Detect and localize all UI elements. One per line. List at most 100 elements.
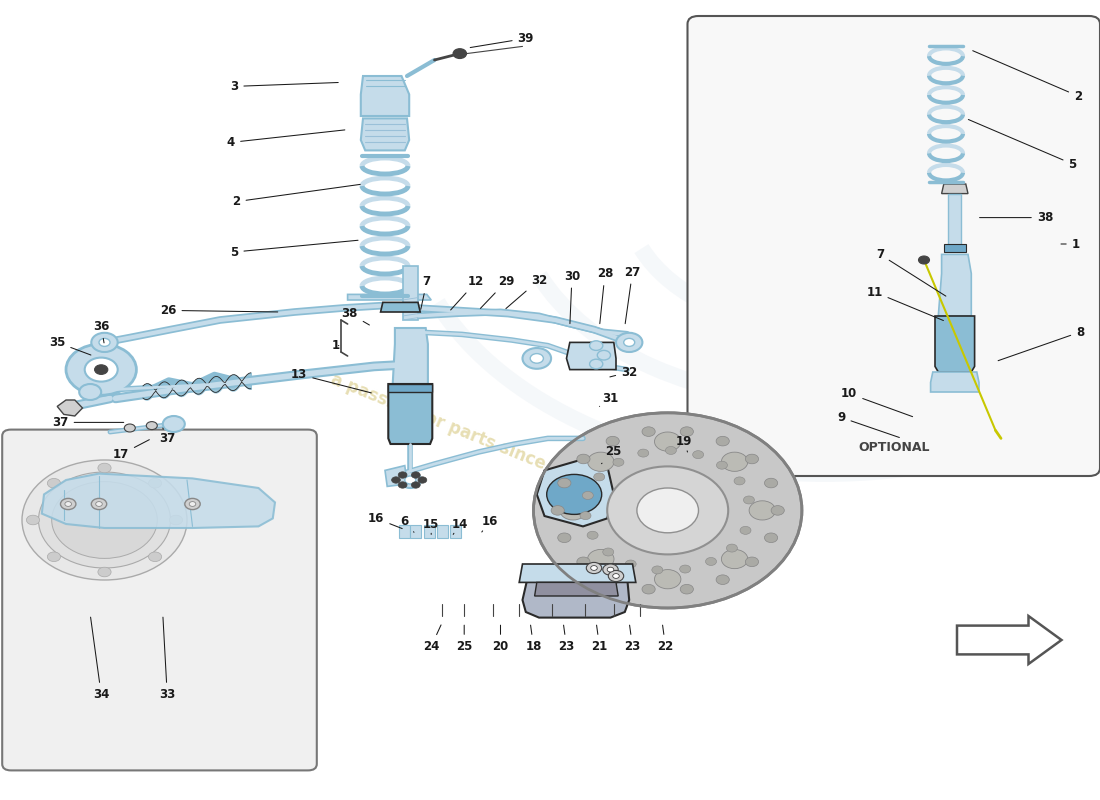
Circle shape <box>749 501 775 520</box>
Polygon shape <box>938 254 971 316</box>
Polygon shape <box>381 302 420 312</box>
Circle shape <box>405 476 416 484</box>
Text: 6: 6 <box>400 515 414 532</box>
Circle shape <box>693 450 704 458</box>
Text: 38: 38 <box>342 307 370 325</box>
Circle shape <box>764 533 778 542</box>
Circle shape <box>96 502 102 506</box>
Circle shape <box>606 436 619 446</box>
Polygon shape <box>522 576 629 618</box>
Circle shape <box>98 567 111 577</box>
Circle shape <box>744 496 755 504</box>
Circle shape <box>169 515 183 525</box>
Circle shape <box>95 365 108 374</box>
Circle shape <box>722 452 748 471</box>
Text: 2: 2 <box>232 184 360 208</box>
Circle shape <box>606 575 619 585</box>
Circle shape <box>613 574 619 578</box>
Circle shape <box>652 566 663 574</box>
Circle shape <box>47 478 60 488</box>
Circle shape <box>587 531 598 539</box>
Circle shape <box>590 359 603 369</box>
Polygon shape <box>566 342 616 370</box>
Text: 3: 3 <box>230 80 338 93</box>
Polygon shape <box>537 458 614 526</box>
Circle shape <box>85 358 118 382</box>
Text: 38: 38 <box>980 211 1053 224</box>
Polygon shape <box>393 328 428 384</box>
Circle shape <box>597 350 611 360</box>
Circle shape <box>654 570 681 589</box>
Circle shape <box>624 338 635 346</box>
Bar <box>424 525 434 538</box>
Text: 1: 1 <box>1062 238 1080 250</box>
Circle shape <box>148 552 162 562</box>
Text: 34: 34 <box>90 617 109 701</box>
Circle shape <box>607 567 614 572</box>
Text: 4: 4 <box>227 130 344 149</box>
Text: 5: 5 <box>230 240 358 258</box>
Polygon shape <box>42 474 275 528</box>
Circle shape <box>726 544 737 552</box>
Text: 33: 33 <box>160 617 175 701</box>
Text: 11: 11 <box>867 286 944 321</box>
Circle shape <box>771 506 784 515</box>
Text: 12: 12 <box>451 275 484 310</box>
Circle shape <box>52 482 157 558</box>
Text: 23: 23 <box>559 625 574 653</box>
Circle shape <box>79 384 101 400</box>
Bar <box>399 525 410 538</box>
Circle shape <box>185 498 200 510</box>
Circle shape <box>411 472 420 478</box>
Circle shape <box>625 560 636 568</box>
Bar <box>410 525 421 538</box>
Circle shape <box>716 436 729 446</box>
Circle shape <box>590 341 603 350</box>
Circle shape <box>99 338 110 346</box>
Circle shape <box>534 413 802 608</box>
Circle shape <box>576 557 590 566</box>
Circle shape <box>60 498 76 510</box>
Polygon shape <box>935 316 975 372</box>
Circle shape <box>580 512 591 520</box>
Circle shape <box>453 49 466 58</box>
Polygon shape <box>942 184 968 194</box>
Circle shape <box>411 482 420 488</box>
Circle shape <box>587 550 614 569</box>
Text: 22: 22 <box>658 625 673 653</box>
Circle shape <box>603 548 614 556</box>
Circle shape <box>586 562 602 574</box>
Text: 9: 9 <box>837 411 900 438</box>
Text: 7: 7 <box>421 275 431 310</box>
Circle shape <box>594 473 605 481</box>
Circle shape <box>680 584 693 594</box>
Circle shape <box>558 478 571 488</box>
Text: 17: 17 <box>113 440 150 461</box>
Circle shape <box>603 564 618 575</box>
Circle shape <box>398 472 407 478</box>
Polygon shape <box>931 372 979 392</box>
Circle shape <box>98 463 111 473</box>
Circle shape <box>680 427 693 437</box>
Circle shape <box>722 550 748 569</box>
Text: OPTIONAL: OPTIONAL <box>858 441 930 454</box>
Circle shape <box>608 570 624 582</box>
Circle shape <box>591 566 597 570</box>
Circle shape <box>39 472 170 568</box>
Circle shape <box>587 452 614 471</box>
Circle shape <box>642 427 656 437</box>
Circle shape <box>746 454 759 464</box>
Circle shape <box>91 498 107 510</box>
Text: 14: 14 <box>452 518 468 534</box>
Circle shape <box>189 502 196 506</box>
Bar <box>403 266 418 320</box>
Circle shape <box>716 461 727 469</box>
Text: 2: 2 <box>972 50 1082 102</box>
Circle shape <box>616 333 642 352</box>
Bar <box>948 194 961 248</box>
Text: 36: 36 <box>94 320 109 343</box>
Circle shape <box>163 416 185 432</box>
Text: 32: 32 <box>609 366 637 378</box>
FancyBboxPatch shape <box>688 16 1100 476</box>
Text: 16: 16 <box>368 512 403 529</box>
